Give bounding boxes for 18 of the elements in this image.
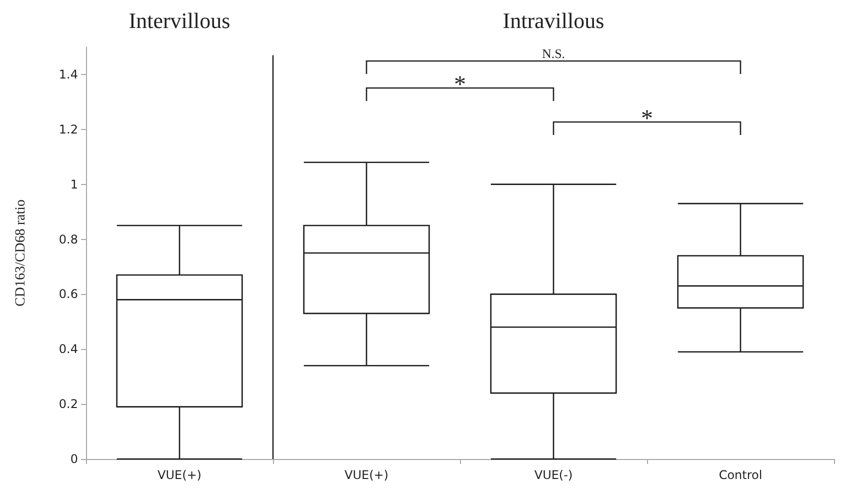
annotation: N.S. bbox=[542, 46, 566, 61]
annotation: * bbox=[641, 106, 653, 132]
y-tick-label: 1 bbox=[70, 177, 78, 192]
text: Intravillous bbox=[502, 8, 604, 33]
y-axis-title: CD163/CD68 ratio bbox=[14, 200, 28, 306]
y-tick-label: 0 bbox=[70, 452, 78, 466]
y-tick-label: 0.8 bbox=[58, 232, 78, 246]
y-tick-label: 1.4 bbox=[58, 67, 78, 82]
y-tick-label: 1.2 bbox=[58, 122, 78, 136]
x-tick-label: VUE(+) bbox=[344, 468, 388, 482]
x-tick-label: Control bbox=[718, 468, 762, 482]
annotation: * bbox=[454, 72, 466, 98]
x-tick-label: VUE(+) bbox=[158, 468, 202, 482]
y-tick-label: 0.4 bbox=[58, 342, 78, 356]
x-tick-label: VUE(-) bbox=[534, 468, 573, 482]
y-tick-label: 0.2 bbox=[58, 397, 78, 412]
text: Intervillous bbox=[128, 8, 230, 33]
y-tick-label: 0.6 bbox=[58, 287, 78, 302]
